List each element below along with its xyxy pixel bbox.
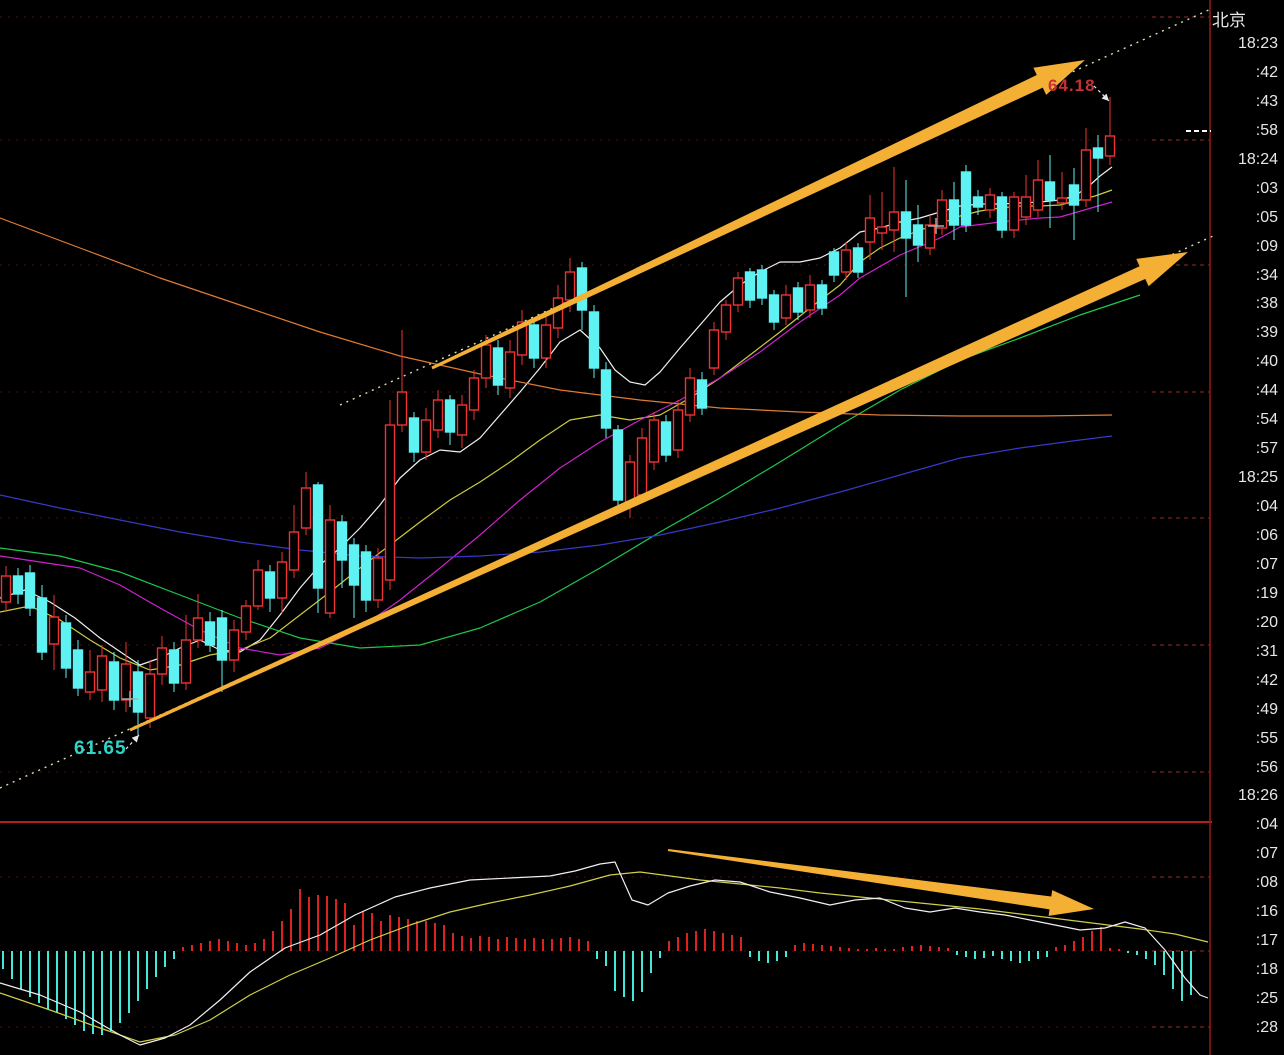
time-label: :05 [1255, 208, 1278, 226]
time-label: :17 [1255, 932, 1278, 950]
time-label: :55 [1255, 729, 1278, 747]
time-label: :04 [1255, 816, 1278, 834]
region-label: 北京 [1212, 11, 1246, 30]
high-price-annotation: 64.18 [1048, 76, 1096, 95]
time-axis: 18:23 :42 :43 :58 18:24 :03 :05 :09 :34 :38 :39 :40… [1212, 0, 1284, 1055]
time-label: :42 [1255, 63, 1278, 81]
time-label: 18:23 [1237, 35, 1278, 52]
time-label: :31 [1255, 642, 1278, 660]
time-label: :44 [1255, 382, 1278, 400]
time-label: :07 [1255, 555, 1278, 573]
time-label: :34 [1255, 266, 1278, 284]
time-label: :18 [1255, 961, 1278, 979]
time-label: :43 [1255, 92, 1278, 110]
time-label: :39 [1255, 324, 1278, 342]
time-label: :56 [1255, 758, 1278, 776]
time-label: :25 [1255, 990, 1278, 1008]
time-label: :09 [1255, 237, 1278, 255]
time-label: :04 [1255, 498, 1278, 516]
time-label: :06 [1255, 526, 1278, 544]
time-label: :08 [1255, 874, 1278, 892]
time-label: :19 [1255, 584, 1278, 602]
time-label: :07 [1255, 845, 1278, 863]
time-label: :16 [1255, 903, 1278, 921]
time-label: :38 [1255, 295, 1278, 313]
time-label: 18:26 [1237, 787, 1278, 805]
time-label: 18:25 [1237, 469, 1278, 487]
time-label: :28 [1255, 1018, 1278, 1036]
time-label: :58 [1255, 121, 1278, 139]
time-label: 18:24 [1237, 150, 1278, 168]
low-price-annotation: 61.65 [74, 738, 127, 759]
time-label: :49 [1255, 700, 1278, 718]
time-label: :40 [1255, 353, 1278, 371]
time-label: :57 [1255, 440, 1278, 458]
time-label: :54 [1255, 411, 1278, 429]
time-label: :03 [1255, 179, 1278, 197]
time-label: :20 [1255, 613, 1278, 631]
time-label: :42 [1255, 671, 1278, 689]
